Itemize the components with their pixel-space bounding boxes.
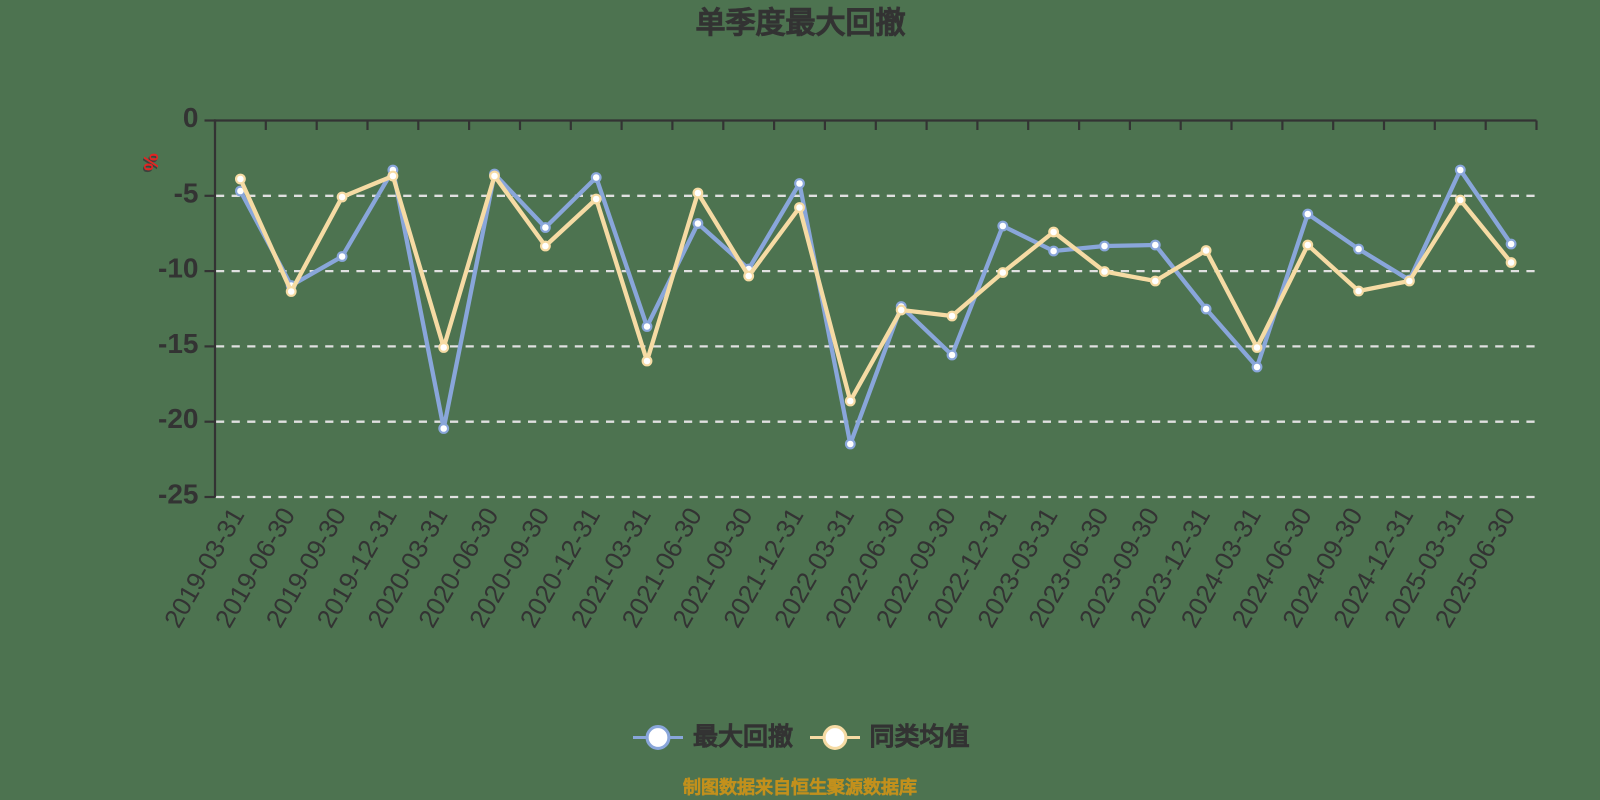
svg-text:-25: -25 bbox=[158, 479, 198, 510]
svg-text:单季度最大回撤: 单季度最大回撤 bbox=[696, 6, 906, 40]
svg-text:-15: -15 bbox=[158, 328, 198, 359]
svg-text:制图数据来自恒生聚源数据库: 制图数据来自恒生聚源数据库 bbox=[683, 777, 917, 798]
svg-text:同类均值: 同类均值 bbox=[870, 723, 970, 751]
svg-text:%: % bbox=[139, 153, 161, 171]
svg-text:-10: -10 bbox=[158, 253, 198, 284]
svg-text:最大回撤: 最大回撤 bbox=[693, 722, 793, 751]
svg-text:-20: -20 bbox=[158, 403, 198, 434]
svg-text:0: 0 bbox=[183, 102, 199, 133]
svg-text:-5: -5 bbox=[174, 177, 199, 208]
svg-text:%: % bbox=[138, 155, 160, 173]
